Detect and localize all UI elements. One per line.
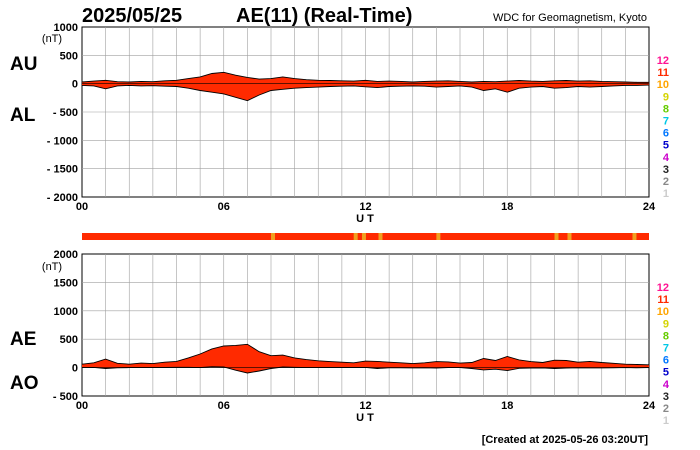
- al-label: AL: [10, 105, 36, 126]
- station-bar-segment: [271, 233, 275, 240]
- au-al-y-tick-label: - 1000: [47, 135, 78, 147]
- au-al-y-tick-label: - 2000: [47, 192, 78, 204]
- station-count-10: 10: [657, 306, 669, 318]
- station-bar-segment: [378, 233, 383, 240]
- station-count-3: 3: [663, 164, 669, 176]
- ae-ao-y-tick-label: 0: [72, 363, 78, 375]
- ao-label: AO: [10, 373, 39, 394]
- au-al-x-ticks: 00 06 12 18 24: [76, 201, 656, 213]
- station-count-11: 11: [657, 67, 669, 79]
- station-bar-segment: [567, 233, 572, 240]
- au-label: AU: [10, 54, 37, 75]
- station-count-bar: [82, 233, 649, 240]
- au-al-y-tick-label: 1000: [54, 22, 78, 34]
- ae-ao-unit-label: (nT): [42, 261, 62, 273]
- au-al-x-tick-label: 24: [643, 201, 656, 213]
- ae-ao-x-tick-label: 24: [643, 400, 656, 412]
- ae-ao-y-tick-label: 1500: [54, 277, 78, 289]
- au-al-y-tick-label: - 1500: [47, 164, 78, 176]
- ae-ao-x-tick-label: 00: [76, 400, 88, 412]
- ae-ao-x-ticks: 00 06 12 18 24: [76, 400, 656, 412]
- ae-ao-area-fill: [82, 344, 649, 373]
- au-al-x-tick-label: 18: [501, 201, 513, 213]
- station-count-4: 4: [663, 379, 670, 391]
- station-count-9: 9: [663, 91, 669, 103]
- au-al-x-tick-label: 12: [359, 201, 371, 213]
- ae-ao-x-tick-label: 12: [359, 400, 371, 412]
- chart-title: AE(11) (Real-Time): [236, 5, 412, 27]
- ae-ao-y-tick-label: 2000: [54, 249, 78, 261]
- station-bar-segment: [632, 233, 637, 240]
- au-al-unit-label: (nT): [42, 33, 62, 45]
- au-al-x-axis-label: U T: [356, 213, 374, 225]
- station-count-12: 12: [657, 282, 669, 294]
- au-al-fill: [81, 71, 650, 102]
- station-count-4: 4: [663, 152, 670, 164]
- station-count-5: 5: [663, 140, 669, 152]
- ae-ao-x-tick-label: 18: [501, 400, 513, 412]
- series-al-line: [81, 84, 650, 102]
- au-al-x-tick-label: 06: [218, 201, 230, 213]
- date-title: 2025/05/25: [82, 5, 182, 27]
- station-count-2: 2: [663, 176, 669, 188]
- station-count-11: 11: [657, 294, 669, 306]
- au-al-y-tick-label: 500: [60, 50, 78, 62]
- created-timestamp: [Created at 2025-05-26 03:20UT]: [482, 434, 649, 446]
- station-bar-segment: [554, 233, 559, 240]
- source-label: WDC for Geomagnetism, Kyoto: [493, 12, 647, 24]
- station-count-7: 7: [663, 343, 669, 355]
- station-count-8: 8: [663, 103, 669, 115]
- series-ae-line: [81, 343, 650, 366]
- station-count-1: 1: [663, 188, 669, 200]
- ae-ao-x-axis-label: U T: [356, 412, 374, 424]
- ae-ao-y-tick-label: 1000: [54, 306, 78, 318]
- au-al-y-ticks: 1000 500 0 - 500 - 1000 - 1500 - 2000: [47, 22, 78, 204]
- ae-ao-x-tick-label: 06: [218, 400, 230, 412]
- ae-label: AE: [10, 329, 36, 350]
- station-count-2: 2: [663, 403, 669, 415]
- ae-ao-y-tick-label: - 500: [53, 391, 78, 403]
- station-count-1: 1: [663, 415, 669, 427]
- ae-ao-y-tick-label: 500: [60, 334, 78, 346]
- station-count-5: 5: [663, 367, 669, 379]
- station-count-12: 12: [657, 55, 669, 67]
- station-bar-segment: [436, 233, 441, 240]
- station-count-8: 8: [663, 330, 669, 342]
- series-au-line: [81, 71, 649, 83]
- station-count-6: 6: [663, 355, 669, 367]
- station-count-10: 10: [657, 79, 669, 91]
- au-al-x-tick-label: 00: [76, 201, 88, 213]
- au-al-y-tick-label: 0: [72, 79, 78, 91]
- station-bar-segment: [353, 233, 358, 240]
- station-count-9: 9: [663, 318, 669, 330]
- ae-ao-y-ticks: 2000 1500 1000 500 0 - 500: [53, 249, 78, 403]
- station-count-6: 6: [663, 128, 669, 140]
- station-count-7: 7: [663, 116, 669, 128]
- station-bar-segment: [361, 233, 366, 240]
- au-al-y-tick-label: - 500: [53, 107, 78, 119]
- station-count-3: 3: [663, 391, 669, 403]
